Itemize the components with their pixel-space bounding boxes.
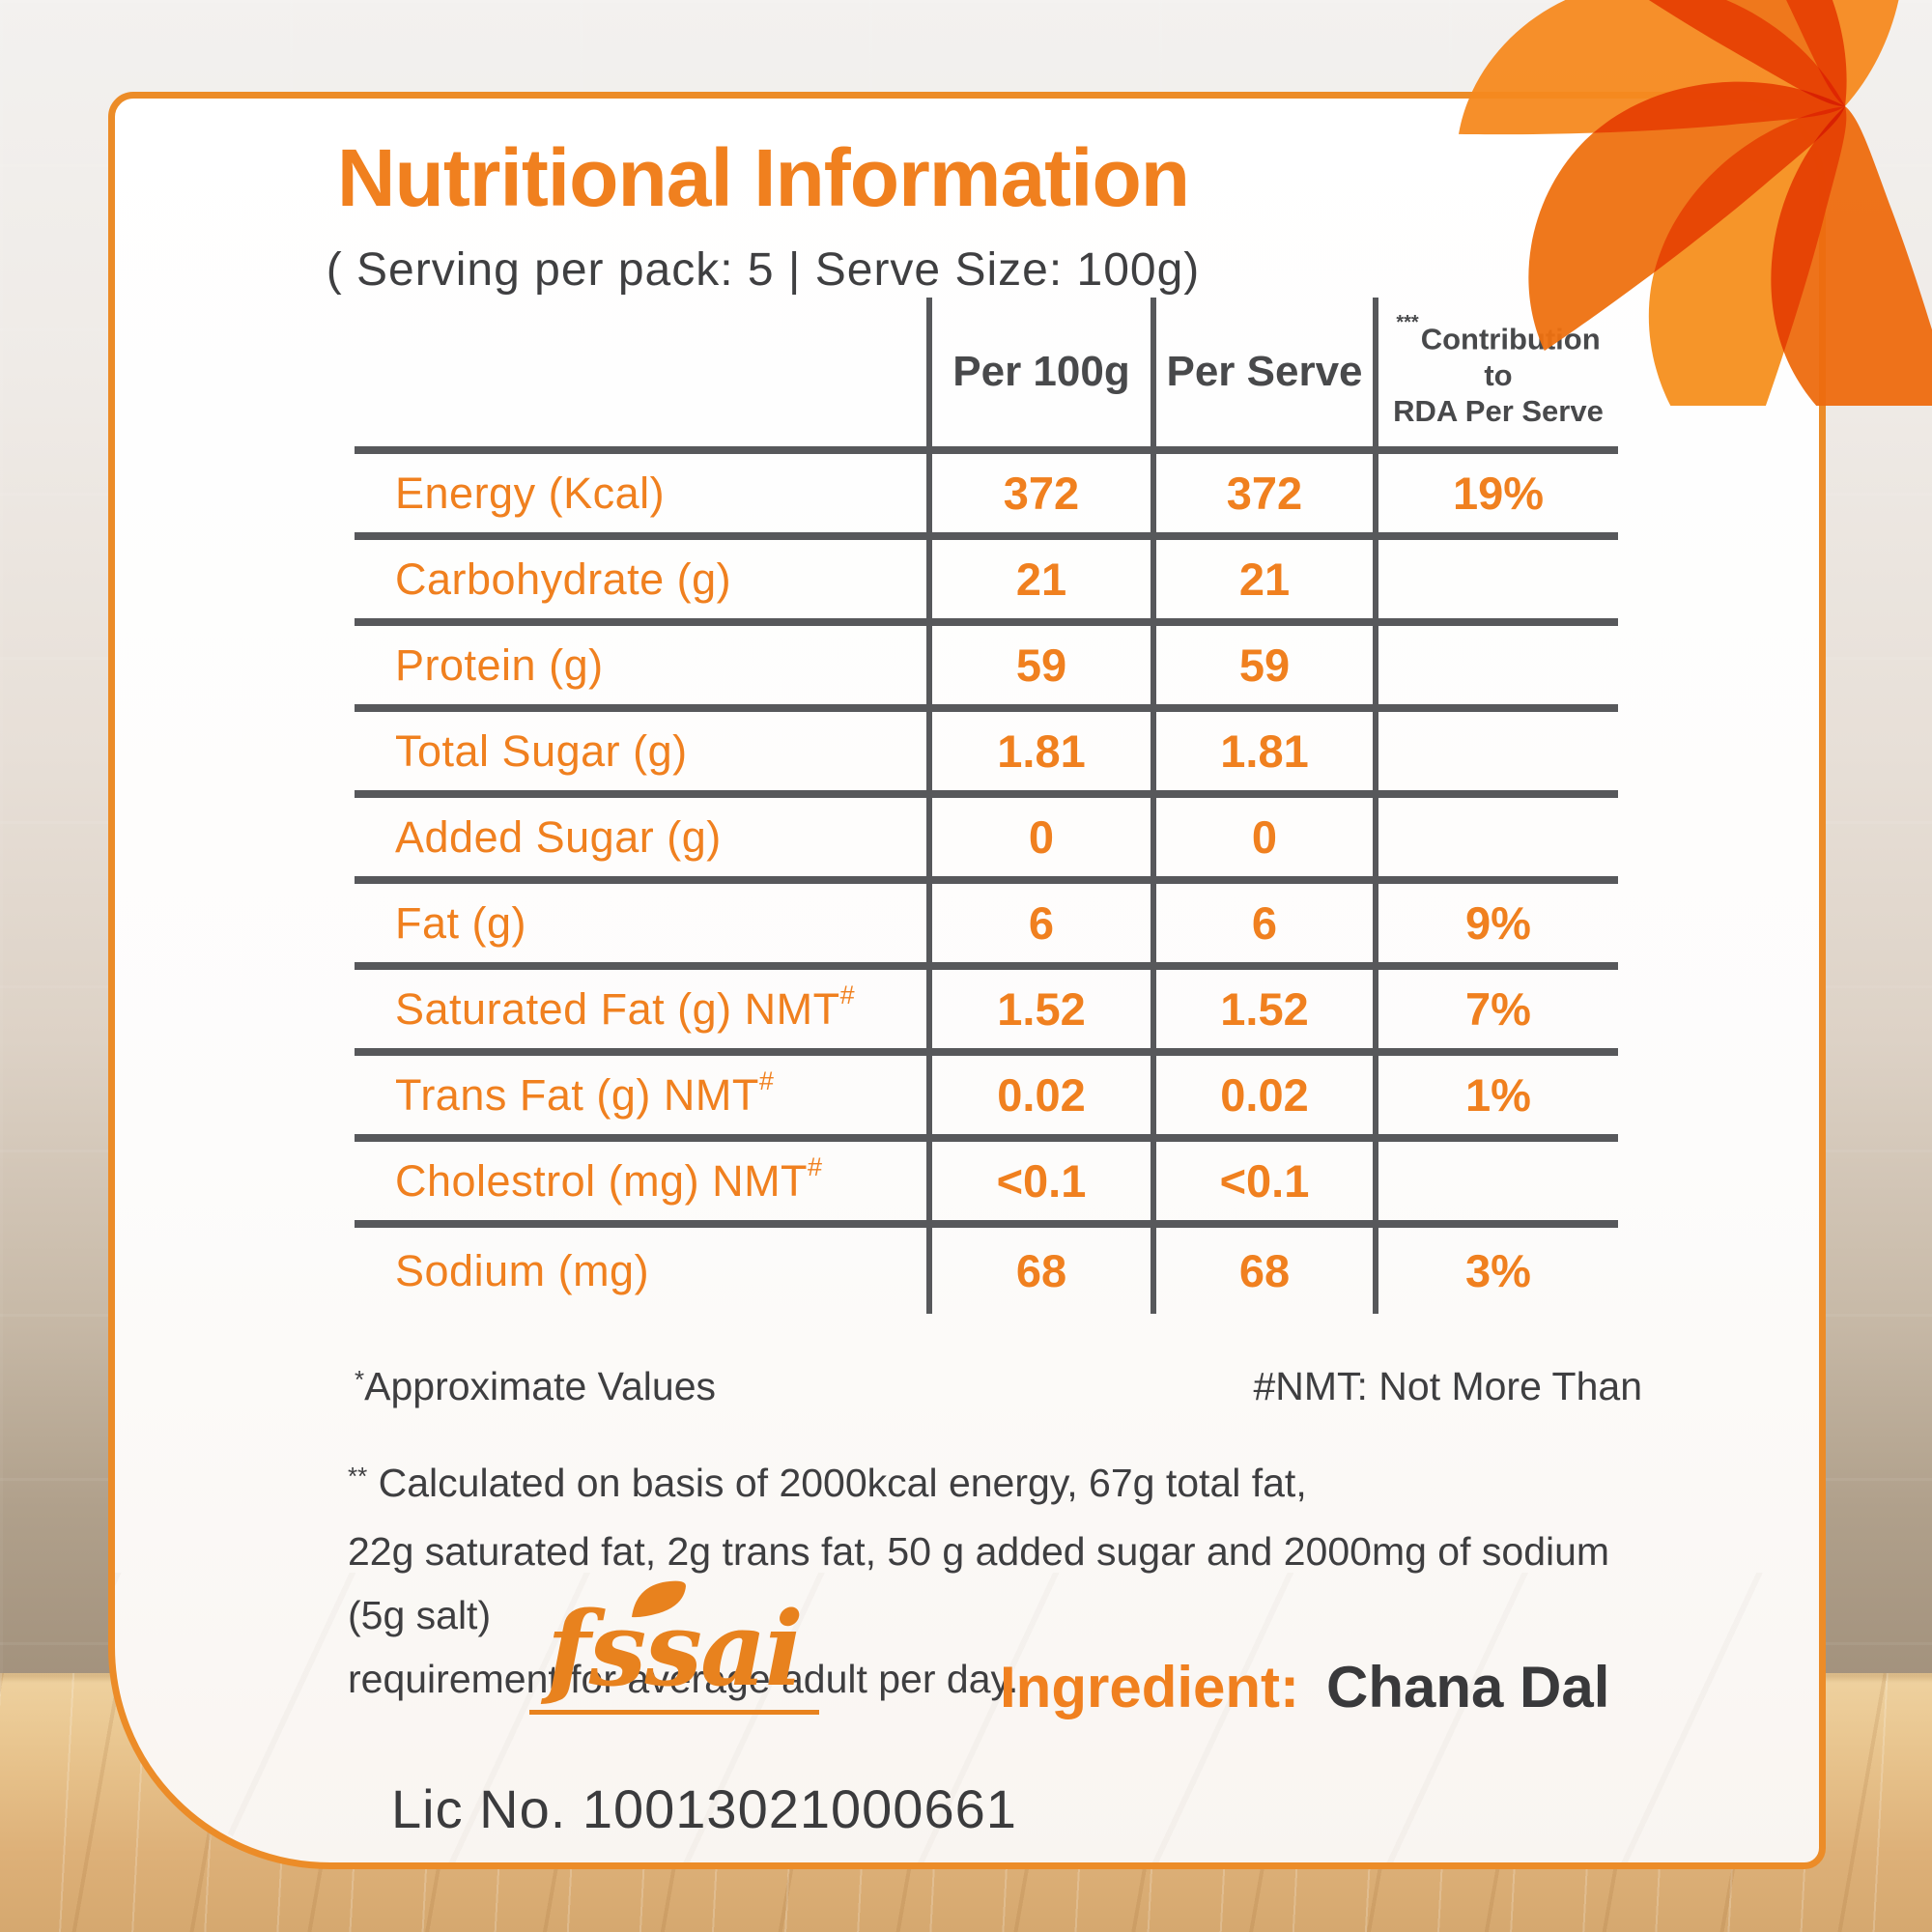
nutrient-label: Cholestrol (mg) NMT #	[355, 1142, 932, 1220]
table-row: Trans Fat (g) NMT #0.02 0.02 1%	[355, 1056, 1618, 1142]
nutrition-table: Per 100g Per Serve ***Contribution to RD…	[355, 298, 1618, 1314]
rda-asterisks: ***	[1396, 312, 1419, 334]
fssai-leaf-icon	[632, 1580, 686, 1618]
rda-value	[1378, 798, 1618, 876]
per-serve-value: 6	[1156, 884, 1378, 962]
footnote-nmt: #NMT: Not More Than	[1253, 1364, 1642, 1408]
per-serve-value: 1.52	[1156, 970, 1378, 1048]
per-100g-value: 21	[932, 540, 1156, 618]
rda-value	[1378, 712, 1618, 790]
table-row: Total Sugar (g) 1.81 1.81	[355, 712, 1618, 798]
nutrient-label: Energy (Kcal)	[355, 454, 932, 532]
nutrient-label: Added Sugar (g)	[355, 798, 932, 876]
ingredient-value: Chana Dal	[1326, 1655, 1610, 1719]
footnote-approximate: *Approximate Values	[355, 1364, 716, 1408]
per-serve-value: 59	[1156, 626, 1378, 704]
table-row: Energy (Kcal) 372 372 19%	[355, 454, 1618, 540]
header-rda-line2: RDA Per Serve	[1393, 393, 1604, 428]
header-blank-cell	[355, 298, 932, 446]
rda-value: 7%	[1465, 983, 1531, 1035]
table-row: Carbohydrate (g) 21 21	[355, 540, 1618, 626]
per-serve-value: 1.81	[1156, 712, 1378, 790]
orange-swirl-decoration	[1458, 0, 1932, 406]
per-serve-value: 68	[1156, 1228, 1378, 1314]
table-row: Saturated Fat (g) NMT #1.52 1.52 7%	[355, 970, 1618, 1056]
ingredient-label: Ingredient:	[1000, 1655, 1299, 1719]
page-title: Nutritional Information	[336, 132, 1190, 223]
rda-value: 9%	[1465, 897, 1531, 949]
per-100g-value: 1.52	[932, 970, 1156, 1048]
rda-value	[1378, 1142, 1618, 1220]
rda-value: 3%	[1465, 1245, 1531, 1296]
header-per-serve: Per Serve	[1156, 298, 1378, 446]
per-100g-value: 0.02	[932, 1056, 1156, 1134]
per-100g-value: 372	[932, 454, 1156, 532]
calc-asterisks: **	[348, 1462, 368, 1491]
nutrient-label: Fat (g)	[355, 884, 932, 962]
nutrient-label: Saturated Fat (g) NMT #	[355, 970, 932, 1048]
per-100g-value: 6	[932, 884, 1156, 962]
ingredient-line: Ingredient: Chana Dal	[1000, 1654, 1609, 1720]
approx-asterisk: *	[355, 1365, 365, 1394]
fssai-logo: fssai	[529, 1596, 819, 1715]
per-serve-value: 0.02	[1156, 1056, 1378, 1134]
table-row: Sodium (mg) 68 68 3%	[355, 1228, 1618, 1314]
per-serve-value: <0.1	[1156, 1142, 1378, 1220]
per-serve-value: 21	[1156, 540, 1378, 618]
table-row: Protein (g) 59 59	[355, 626, 1618, 712]
per-serve-value: 0	[1156, 798, 1378, 876]
table-row: Cholestrol (mg) NMT # <0.1 <0.1	[355, 1142, 1618, 1228]
nutrient-label: Sodium (mg)	[355, 1228, 932, 1314]
per-100g-value: 1.81	[932, 712, 1156, 790]
nutrient-label: Protein (g)	[355, 626, 932, 704]
table-row: Fat (g) 6 6 9%	[355, 884, 1618, 970]
rda-value	[1378, 626, 1618, 704]
table-body: Energy (Kcal) 372 372 19% Carbohydrate (g) 21…	[355, 454, 1618, 1314]
header-per-100g: Per 100g	[932, 298, 1156, 446]
per-serve-value: 372	[1156, 454, 1378, 532]
per-100g-value: <0.1	[932, 1142, 1156, 1220]
footnote-calculation: ** Calculated on basis of 2000kcal energ…	[348, 1461, 1610, 1701]
rda-value	[1378, 540, 1618, 618]
per-100g-value: 0	[932, 798, 1156, 876]
nutrient-label: Trans Fat (g) NMT #	[355, 1056, 932, 1134]
serving-info: ( Serving per pack: 5 | Serve Size: 100g…	[326, 244, 1201, 296]
nutrient-label: Carbohydrate (g)	[355, 540, 932, 618]
license-number: Lic No. 10013021000661	[391, 1778, 1017, 1839]
rda-value: 19%	[1452, 468, 1545, 519]
rda-value: 1%	[1465, 1069, 1531, 1121]
table-header-row: Per 100g Per Serve ***Contribution to RD…	[355, 298, 1618, 454]
per-100g-value: 68	[932, 1228, 1156, 1314]
table-row: Added Sugar (g) 0 0	[355, 798, 1618, 884]
nutrient-label: Total Sugar (g)	[355, 712, 932, 790]
nutrition-card	[108, 92, 1826, 1869]
per-100g-value: 59	[932, 626, 1156, 704]
